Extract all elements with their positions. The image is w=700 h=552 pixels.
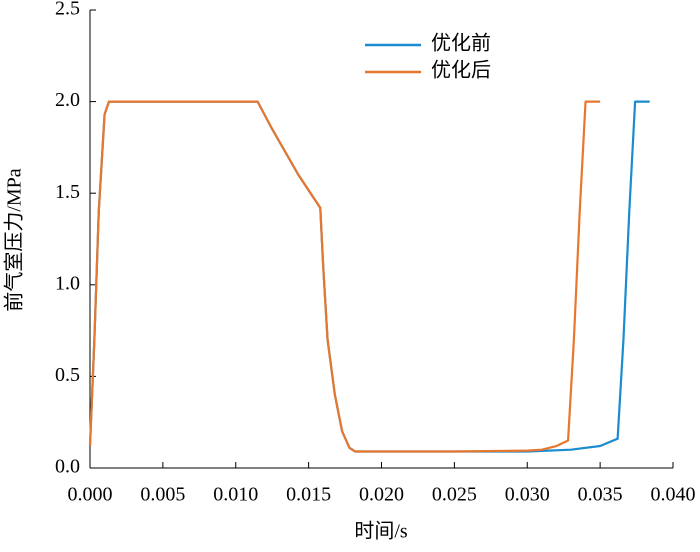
x-tick-label: 0.025: [432, 484, 477, 506]
y-tick-label: 0.0: [55, 456, 80, 478]
legend-label: 优化后: [431, 59, 491, 82]
x-axis-label: 时间/s: [354, 520, 408, 543]
y-tick-label: 1.5: [55, 181, 80, 203]
y-axis-label: 前气室压力/MPa: [3, 168, 26, 311]
y-tick-label: 2.0: [55, 89, 80, 111]
x-tick-label: 0.035: [578, 484, 623, 506]
x-tick-label: 0.020: [359, 484, 404, 506]
x-tick-label: 0.005: [140, 484, 185, 506]
line: [88, 100, 601, 453]
x-tick-label: 0.010: [213, 484, 258, 506]
y-tick-label: 0.5: [55, 364, 80, 386]
y-tick-label: 1.0: [55, 272, 80, 294]
x-tick-label: 0.015: [286, 484, 331, 506]
x-tick-label: 0.000: [68, 484, 113, 506]
line: [88, 100, 650, 453]
y-tick-label: 2.5: [55, 0, 80, 20]
legend-label: 优化前: [431, 32, 491, 55]
x-tick-label: 0.040: [651, 484, 696, 506]
x-tick-label: 0.030: [505, 484, 550, 506]
